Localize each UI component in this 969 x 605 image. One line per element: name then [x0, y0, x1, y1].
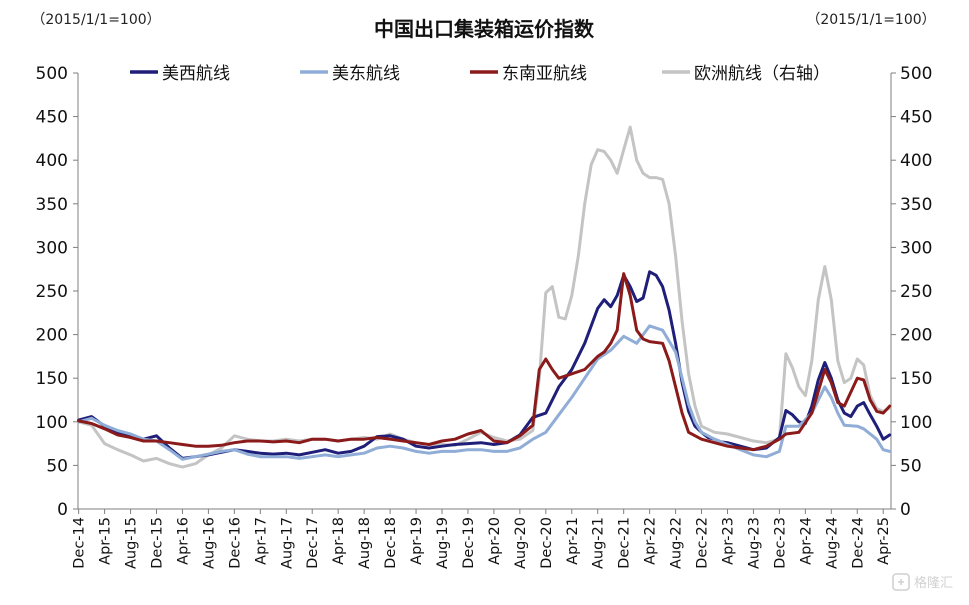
x-tick-label: Aug-22 [669, 517, 685, 569]
y-left-tick-label: 250 [36, 282, 68, 302]
x-tick-label: Apr-20 [487, 517, 503, 565]
x-tick-label: Apr-18 [331, 517, 347, 565]
x-tick-label: Apr-15 [98, 517, 114, 565]
y-right-tick-label: 50 [900, 456, 922, 476]
y-right-tick-label: 300 [900, 238, 932, 258]
left-axis-note: （2015/1/1=100） [31, 12, 160, 28]
series-line-1 [77, 270, 892, 460]
legend: 美西航线 美东航线 东南亚航线 欧洲航线（右轴） [130, 64, 830, 84]
x-tick-label: Dec-18 [383, 517, 399, 569]
x-tick-label: Apr-19 [409, 517, 425, 565]
svg-text:格隆汇: 格隆汇 [914, 575, 953, 591]
x-tick-label: Aug-21 [591, 517, 607, 569]
y-right-tick-label: 150 [900, 369, 932, 389]
x-tick-label: Apr-22 [643, 517, 659, 565]
x-tick-label: Aug-18 [357, 517, 373, 569]
x-tick-label: Aug-15 [124, 517, 140, 569]
x-tick-label: Apr-25 [876, 517, 892, 565]
y-right-tick-label: 500 [900, 64, 932, 84]
y-left-tick-label: 0 [57, 500, 68, 520]
legend-label-4: 欧洲航线（右轴） [694, 64, 830, 84]
x-tick-label: Aug-23 [746, 517, 762, 569]
x-tick-label: Aug-24 [824, 517, 840, 569]
right-axis-note: （2015/1/1=100） [806, 12, 935, 28]
x-tick-label: Dec-16 [227, 517, 243, 569]
x-tick-label: Dec-22 [695, 517, 711, 569]
watermark-logo: 格隆汇 [892, 573, 953, 591]
y-right-tick-label: 200 [900, 326, 932, 346]
x-tick-label: Dec-15 [150, 517, 166, 569]
y-right-tick-label: 450 [900, 108, 932, 128]
y-right-tick-label: 400 [900, 151, 932, 171]
x-tick-label: Dec-19 [461, 517, 477, 569]
y-right-tick-label: 0 [900, 500, 911, 520]
y-left-tick-label: 300 [36, 238, 68, 258]
x-tick-label: Apr-21 [565, 517, 581, 565]
y-right-tick-label: 100 [900, 413, 932, 433]
y-right-tick-label: 350 [900, 195, 932, 215]
y-left-tick-label: 350 [36, 195, 68, 215]
x-tick-label: Aug-17 [279, 517, 295, 569]
series-line-3 [77, 272, 892, 452]
y-left-tick-label: 150 [36, 369, 68, 389]
y-left-tick-label: 100 [36, 413, 68, 433]
y-left-tick-label: 200 [36, 326, 68, 346]
legend-label-2: 美东航线 [332, 64, 400, 84]
x-tick-label: Dec-24 [850, 517, 866, 569]
y-left-tick-label: 450 [36, 108, 68, 128]
series-group [77, 125, 892, 469]
x-tick-label: Aug-20 [513, 517, 529, 569]
x-tick-label: Dec-17 [305, 517, 321, 569]
y-left-tick-label: 50 [46, 456, 68, 476]
x-tick-label: Dec-23 [772, 517, 788, 569]
series-line-2 [77, 324, 892, 461]
x-tick-label: Dec-20 [539, 517, 555, 569]
x-tick-label: Apr-24 [798, 517, 814, 565]
x-tick-label: Apr-16 [175, 517, 191, 565]
x-tick-label: Dec-14 [72, 517, 88, 569]
axes: 0 50 100 150 200 250 300 350 400 450 500 0 50 100 150 2… [36, 64, 933, 569]
y-right-tick-label: 250 [900, 282, 932, 302]
x-tick-label: Apr-23 [720, 517, 736, 565]
x-tick-label: Dec-21 [617, 517, 633, 569]
x-tick-label: Aug-19 [435, 517, 451, 569]
chart-title: 中国出口集装箱运价指数 [374, 17, 595, 41]
x-tick-label: Apr-17 [253, 517, 269, 565]
y-left-tick-label: 400 [36, 151, 68, 171]
x-tick-label: Aug-16 [201, 517, 217, 569]
y-left-tick-label: 500 [36, 64, 68, 84]
series-line-4 [77, 125, 892, 469]
legend-label-3: 东南亚航线 [502, 64, 587, 84]
legend-label-1: 美西航线 [162, 64, 230, 84]
